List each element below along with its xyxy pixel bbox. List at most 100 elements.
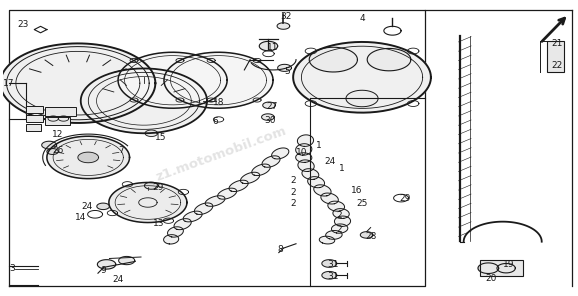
Polygon shape [260, 41, 277, 51]
Text: 2: 2 [290, 200, 296, 208]
Polygon shape [164, 52, 273, 108]
Bar [547, 41, 564, 72]
Text: 15: 15 [155, 133, 167, 142]
Text: 11: 11 [267, 43, 279, 52]
Text: 24: 24 [113, 275, 124, 284]
Text: 12: 12 [52, 130, 64, 139]
Polygon shape [229, 180, 248, 192]
Polygon shape [97, 260, 116, 269]
Polygon shape [298, 135, 313, 147]
Polygon shape [346, 90, 378, 107]
Polygon shape [263, 102, 275, 109]
Bar [26, 106, 43, 113]
Text: 18: 18 [213, 98, 224, 107]
Polygon shape [298, 160, 314, 171]
Polygon shape [319, 236, 335, 244]
Text: 27: 27 [266, 102, 277, 111]
Text: 2: 2 [290, 176, 296, 185]
Polygon shape [144, 182, 158, 189]
Polygon shape [322, 271, 337, 279]
Polygon shape [205, 196, 225, 206]
Polygon shape [296, 153, 312, 163]
Text: 9: 9 [101, 266, 106, 275]
Bar [45, 107, 76, 116]
Polygon shape [217, 188, 236, 199]
Polygon shape [262, 114, 274, 120]
Text: 28: 28 [365, 232, 376, 241]
Text: 24: 24 [325, 157, 336, 166]
Text: 2: 2 [336, 211, 342, 220]
Text: 2: 2 [336, 225, 342, 234]
Polygon shape [497, 263, 516, 273]
Polygon shape [252, 164, 270, 176]
Polygon shape [42, 141, 57, 149]
Text: 21: 21 [551, 39, 563, 48]
Polygon shape [168, 227, 183, 237]
Bar [480, 260, 523, 276]
Polygon shape [109, 182, 187, 223]
Polygon shape [333, 209, 349, 218]
Text: 29: 29 [399, 194, 411, 202]
Text: z1.motomobil.com: z1.motomobil.com [154, 124, 288, 184]
Polygon shape [145, 130, 158, 136]
Polygon shape [293, 42, 431, 113]
Text: 3: 3 [9, 264, 14, 273]
Polygon shape [47, 149, 58, 155]
Polygon shape [272, 148, 289, 159]
Text: 6: 6 [213, 117, 218, 126]
Text: 14: 14 [75, 213, 87, 222]
Polygon shape [302, 169, 319, 179]
Polygon shape [97, 203, 109, 210]
Text: 10: 10 [296, 148, 307, 157]
Text: 32: 32 [280, 12, 291, 21]
Polygon shape [314, 185, 331, 196]
Polygon shape [1, 44, 155, 123]
Bar [45, 117, 71, 125]
Text: 23: 23 [18, 20, 29, 29]
Polygon shape [307, 177, 324, 188]
Polygon shape [478, 263, 499, 274]
Polygon shape [277, 64, 291, 71]
Text: 2: 2 [290, 188, 296, 197]
Text: 1: 1 [316, 141, 322, 149]
Text: 16: 16 [350, 186, 362, 195]
Text: 24: 24 [81, 202, 92, 211]
Polygon shape [183, 211, 202, 222]
Text: 25: 25 [356, 200, 368, 208]
Text: 8: 8 [277, 245, 283, 254]
Bar [26, 115, 43, 122]
Text: 17: 17 [3, 79, 14, 88]
Text: 5: 5 [284, 67, 290, 76]
Text: 19: 19 [503, 260, 514, 269]
Polygon shape [194, 203, 213, 214]
Polygon shape [367, 49, 411, 71]
Polygon shape [321, 193, 338, 204]
Text: 29: 29 [153, 183, 164, 192]
Text: 7: 7 [118, 147, 124, 155]
Polygon shape [118, 52, 227, 108]
Text: 13: 13 [153, 219, 164, 228]
Text: 20: 20 [486, 274, 497, 283]
Text: 4: 4 [359, 14, 365, 23]
Polygon shape [47, 136, 129, 179]
Polygon shape [322, 260, 337, 267]
Polygon shape [81, 68, 207, 133]
Polygon shape [296, 144, 312, 155]
Text: 31: 31 [328, 260, 339, 269]
Polygon shape [78, 152, 98, 163]
Polygon shape [262, 156, 280, 167]
Polygon shape [277, 23, 290, 29]
Text: 31: 31 [328, 272, 339, 281]
Text: 30: 30 [265, 115, 276, 125]
Polygon shape [360, 232, 373, 238]
Polygon shape [174, 219, 191, 230]
Text: 1: 1 [339, 164, 345, 173]
Polygon shape [325, 231, 342, 239]
Polygon shape [332, 224, 348, 233]
Polygon shape [309, 47, 357, 72]
Polygon shape [335, 216, 351, 226]
Polygon shape [240, 172, 260, 184]
Polygon shape [164, 235, 179, 244]
Text: 26: 26 [52, 147, 64, 155]
Bar [26, 123, 40, 131]
